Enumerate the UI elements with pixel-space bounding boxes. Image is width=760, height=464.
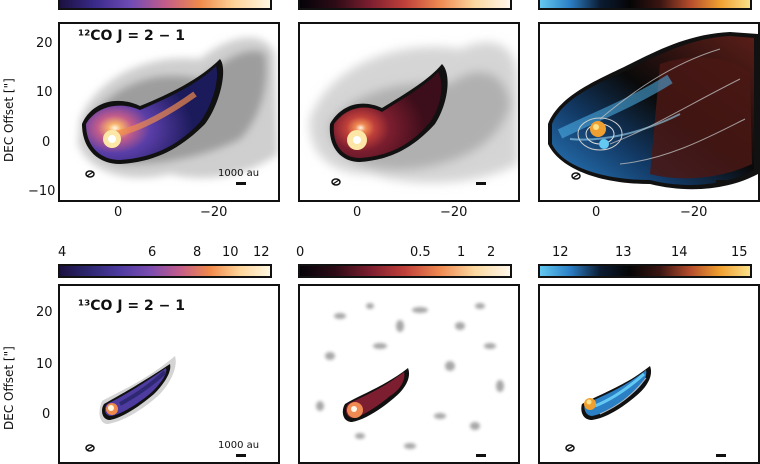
- y-tick-top-minus10: −10: [28, 184, 56, 199]
- cbar3-tick-13: 13: [615, 245, 632, 260]
- y-tick-bottom-0: 0: [42, 407, 51, 422]
- cbar1-tick-10: 10: [222, 245, 239, 260]
- scale-bar-label-bottom: 1000 au: [218, 440, 260, 451]
- panel-13co-velocity: [538, 284, 760, 464]
- x-tick-p3-minus20: −20: [680, 205, 708, 220]
- colorbar-top-left: [58, 0, 272, 10]
- y-tick-top-20: 20: [36, 36, 53, 51]
- colorbar-bottom-right: [538, 264, 752, 278]
- y-axis-label-top: DEC Offset ["]: [2, 78, 16, 162]
- panel-12co-peak: [298, 22, 520, 202]
- cbar1-tick-4: 4: [58, 245, 67, 260]
- x-tick-p2-0: 0: [353, 205, 362, 220]
- x-tick-p2-minus20: −20: [440, 205, 468, 220]
- cbar2-tick-2: 2: [487, 245, 496, 260]
- x-tick-p1-minus20: −20: [200, 205, 228, 220]
- colorbar-top-right: [538, 0, 752, 10]
- cbar3-tick-12: 12: [552, 245, 569, 260]
- molecule-label-13co: ¹³CO J = 2 − 1: [78, 298, 185, 314]
- cbar3-tick-15: 15: [731, 245, 748, 260]
- molecule-label-12co: ¹²CO J = 2 − 1: [78, 28, 185, 44]
- colorbar-top-middle: [298, 0, 512, 10]
- cbar3-tick-14: 14: [671, 245, 688, 260]
- panel-13co-intensity: [58, 284, 280, 464]
- cbar1-tick-6: 6: [148, 245, 157, 260]
- x-tick-p1-0: 0: [114, 205, 123, 220]
- cbar2-tick-0: 0: [296, 245, 305, 260]
- panel-13co-peak: [298, 284, 520, 464]
- y-tick-bottom-20: 20: [36, 305, 53, 320]
- colorbar-bottom-middle: [298, 264, 512, 278]
- scale-bar-label-top: 1000 au: [218, 168, 260, 179]
- y-tick-top-10: 10: [36, 85, 53, 100]
- cbar1-tick-12: 12: [253, 245, 270, 260]
- panel-12co-intensity: [58, 22, 280, 202]
- cbar2-tick-1: 1: [457, 245, 466, 260]
- cbar2-tick-0-5: 0.5: [410, 245, 431, 260]
- colorbar-bottom-left: [58, 264, 272, 278]
- panel-12co-velocity: [538, 22, 760, 202]
- y-tick-bottom-10: 10: [36, 357, 53, 372]
- y-axis-label-bottom: DEC Offset ["]: [2, 346, 16, 430]
- x-tick-p3-0: 0: [592, 205, 601, 220]
- y-tick-top-0: 0: [42, 135, 51, 150]
- cbar1-tick-8: 8: [193, 245, 202, 260]
